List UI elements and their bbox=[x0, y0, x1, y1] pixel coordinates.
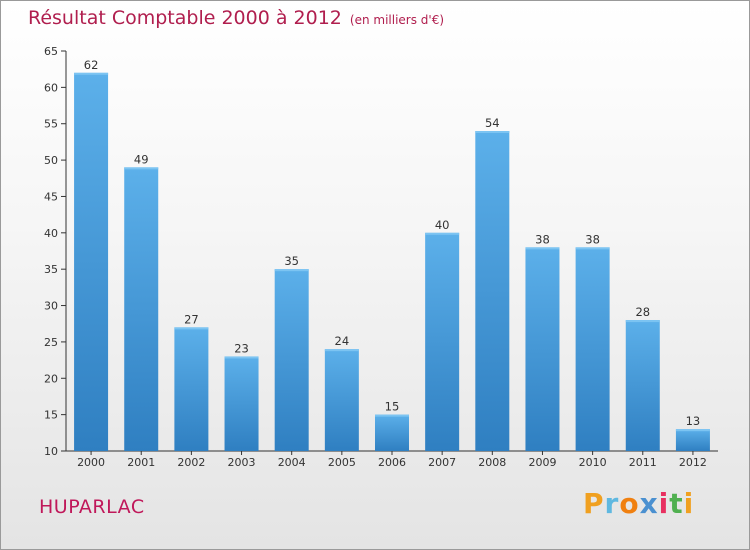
x-tick-label: 2005 bbox=[328, 456, 356, 469]
y-tick-label: 55 bbox=[44, 118, 58, 131]
bar-top-highlight bbox=[274, 269, 309, 272]
bar-top-highlight bbox=[375, 414, 409, 417]
data-label: 15 bbox=[385, 400, 400, 414]
x-tick-label: 2004 bbox=[278, 456, 306, 469]
bar bbox=[675, 429, 710, 451]
bar bbox=[625, 320, 660, 451]
x-tick-label: 2002 bbox=[177, 456, 205, 469]
bar bbox=[324, 349, 359, 451]
x-tick-label: 2010 bbox=[579, 456, 607, 469]
logo-letter: r bbox=[604, 487, 620, 520]
x-tick-label: 2003 bbox=[228, 456, 256, 469]
bar-top-highlight bbox=[575, 247, 610, 250]
bar-top-highlight bbox=[475, 131, 510, 133]
data-label: 40 bbox=[435, 218, 450, 232]
data-label: 23 bbox=[234, 341, 249, 355]
bar bbox=[174, 327, 209, 451]
data-label: 54 bbox=[485, 116, 500, 130]
bar bbox=[525, 247, 560, 451]
logo-letter: i bbox=[658, 487, 670, 520]
y-tick-label: 15 bbox=[44, 409, 58, 422]
commune-name: HUPARLAC bbox=[39, 496, 145, 518]
data-label: 27 bbox=[184, 312, 199, 326]
bar-top-highlight bbox=[124, 167, 159, 170]
y-tick-label: 25 bbox=[44, 336, 58, 349]
chart-title-text: Résultat Comptable 2000 à 2012 bbox=[28, 7, 342, 29]
bar bbox=[375, 414, 409, 451]
x-tick-label: 2009 bbox=[528, 456, 556, 469]
data-label: 24 bbox=[335, 334, 350, 348]
logo-letter: x bbox=[639, 487, 659, 520]
bar bbox=[475, 131, 510, 451]
y-tick-label: 50 bbox=[44, 154, 58, 167]
bar bbox=[274, 269, 309, 451]
data-label: 35 bbox=[284, 254, 299, 268]
bar bbox=[74, 72, 109, 452]
logo-letter: o bbox=[619, 487, 640, 520]
y-tick-label: 65 bbox=[44, 45, 58, 58]
logo-letter: i bbox=[683, 487, 695, 520]
x-tick-label: 2011 bbox=[629, 456, 657, 469]
y-tick-label: 20 bbox=[44, 372, 58, 385]
data-label: 49 bbox=[134, 152, 149, 166]
bar-top-highlight bbox=[324, 349, 359, 352]
bar bbox=[575, 247, 610, 451]
y-tick-label: 10 bbox=[44, 445, 58, 458]
data-label: 13 bbox=[686, 414, 701, 428]
y-tick-label: 45 bbox=[44, 190, 58, 203]
data-label: 28 bbox=[635, 305, 650, 319]
logo-letter: P bbox=[583, 487, 605, 520]
x-tick-label: 2008 bbox=[478, 456, 506, 469]
x-tick-label: 2012 bbox=[679, 456, 707, 469]
data-label: 38 bbox=[535, 232, 550, 246]
chart-title: Résultat Comptable 2000 à 2012 (en millie… bbox=[28, 7, 444, 29]
y-tick-label: 40 bbox=[44, 227, 58, 240]
bar-top-highlight bbox=[675, 429, 710, 432]
bar bbox=[124, 167, 159, 451]
y-tick-label: 30 bbox=[44, 300, 58, 313]
bar bbox=[425, 232, 460, 451]
bar-top-highlight bbox=[74, 72, 109, 75]
x-tick-label: 2001 bbox=[127, 456, 155, 469]
bar-top-highlight bbox=[425, 232, 460, 235]
bar-top-highlight bbox=[174, 327, 209, 330]
proxiti-logo[interactable]: Proxiti bbox=[583, 487, 694, 520]
x-tick-label: 2006 bbox=[378, 456, 406, 469]
x-tick-label: 2000 bbox=[77, 456, 105, 469]
y-tick-label: 60 bbox=[44, 81, 58, 94]
chart-subtitle: (en milliers d'€) bbox=[349, 13, 445, 27]
bar-top-highlight bbox=[525, 247, 560, 250]
bar-top-highlight bbox=[625, 320, 660, 323]
bar bbox=[224, 356, 259, 451]
x-tick-label: 2007 bbox=[428, 456, 456, 469]
data-label: 38 bbox=[585, 232, 600, 246]
y-tick-label: 35 bbox=[44, 263, 58, 276]
logo-letter: t bbox=[669, 487, 684, 520]
bar-top-highlight bbox=[224, 356, 259, 359]
data-label: 62 bbox=[84, 58, 99, 72]
